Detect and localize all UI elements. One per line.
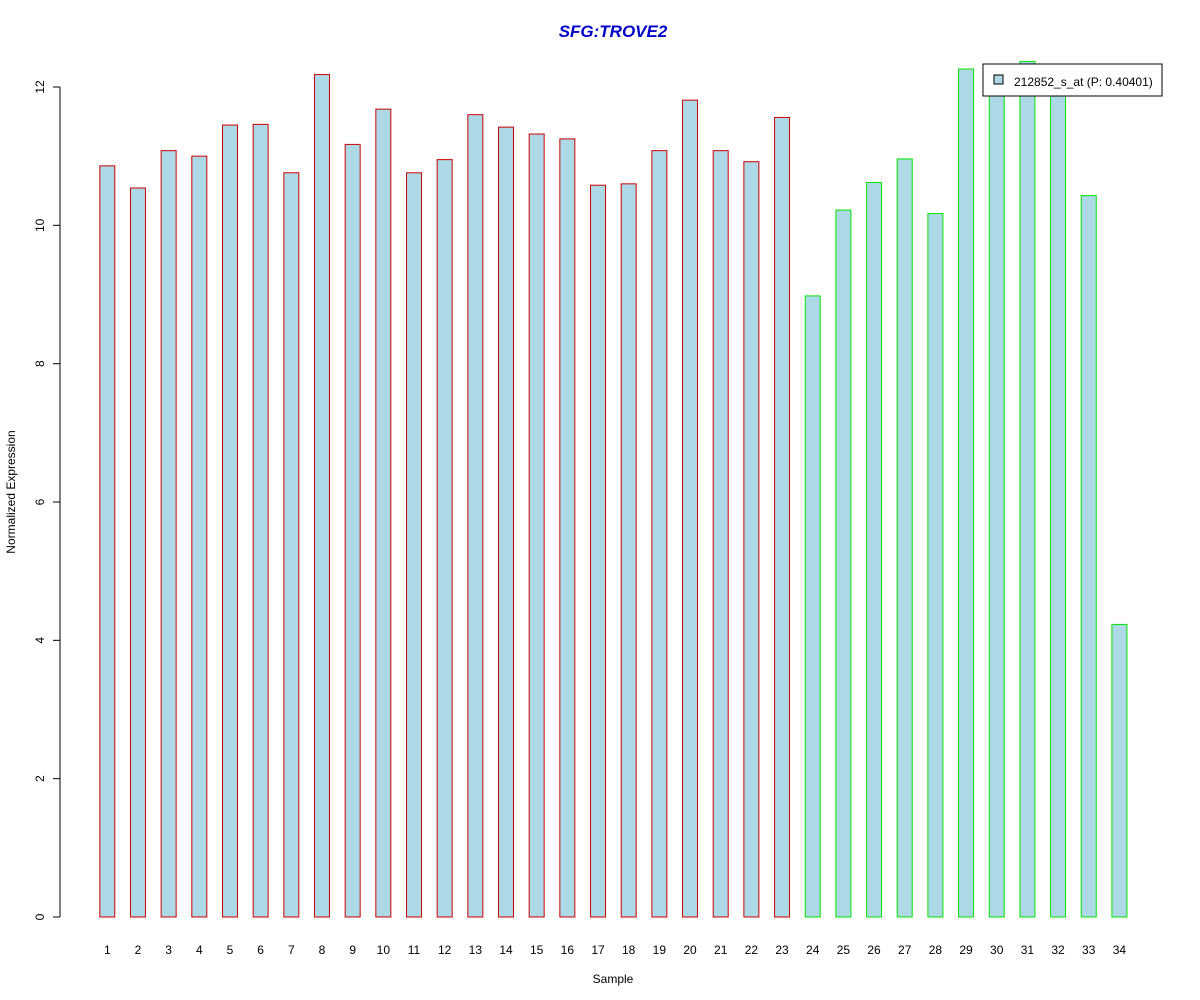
legend-label: 212852_s_at (P: 0.40401) — [1014, 75, 1153, 89]
x-tick-label: 14 — [499, 943, 513, 957]
x-tick-label: 23 — [775, 943, 789, 957]
bar-sample-23 — [774, 116, 791, 918]
x-tick-label: 15 — [530, 943, 544, 957]
bar-sample-9 — [344, 143, 361, 918]
y-tick-label: 12 — [33, 80, 47, 94]
y-tick-label: 10 — [33, 218, 47, 232]
x-tick-label: 25 — [837, 943, 851, 957]
x-tick-label: 21 — [714, 943, 728, 957]
bar-sample-14 — [498, 126, 515, 918]
bar-sample-25 — [835, 209, 852, 918]
bar-sample-7 — [283, 172, 300, 918]
bar-sample-29 — [958, 68, 975, 918]
x-tick-label: 24 — [806, 943, 820, 957]
bar-sample-16 — [559, 138, 576, 918]
bar-sample-19 — [651, 150, 668, 918]
bar-sample-3 — [160, 150, 177, 918]
bar-sample-2 — [129, 187, 146, 918]
x-tick-label: 17 — [591, 943, 605, 957]
x-tick-label: 12 — [438, 943, 452, 957]
legend: 212852_s_at (P: 0.40401) — [982, 63, 1163, 97]
y-tick-label: 4 — [33, 637, 47, 644]
x-tick-label: 31 — [1021, 943, 1035, 957]
bar-sample-1 — [99, 165, 116, 918]
bar-sample-12 — [436, 159, 453, 918]
x-tick-label: 34 — [1113, 943, 1127, 957]
bar-sample-10 — [375, 108, 392, 918]
y-tick-label: 6 — [33, 498, 47, 505]
bar-sample-34 — [1111, 623, 1128, 918]
bar-sample-11 — [406, 172, 422, 918]
x-tick-label: 16 — [561, 943, 575, 957]
bar-sample-22 — [743, 161, 760, 918]
x-tick-label: 2 — [135, 943, 142, 957]
x-tick-label: 30 — [990, 943, 1004, 957]
x-tick-labels: 1 2 3 4 5 6 7 8 9 10 11 12 13 14 15 16 17 18 19 20 21 22 23 24 2… — [104, 943, 1126, 957]
y-axis: 0 2 4 6 8 10 12 — [33, 80, 61, 920]
x-tick-label: 19 — [653, 943, 667, 957]
x-tick-label: 1 — [104, 943, 111, 957]
x-axis-label: Sample — [593, 972, 634, 986]
bar-sample-15 — [528, 133, 545, 918]
bar-sample-13 — [467, 114, 484, 918]
bar-sample-28 — [927, 213, 944, 918]
bar-sample-5 — [221, 124, 238, 918]
x-tick-label: 5 — [227, 943, 234, 957]
x-tick-label: 6 — [257, 943, 264, 957]
x-tick-label: 29 — [959, 943, 973, 957]
bar-sample-32 — [1050, 86, 1067, 918]
legend-swatch — [993, 74, 1004, 85]
bar-sample-31 — [1019, 60, 1036, 918]
y-axis-label: Normalized Expression — [4, 430, 18, 553]
y-tick-label: 2 — [33, 775, 47, 782]
x-tick-label: 11 — [408, 943, 421, 957]
x-tick-label: 4 — [196, 943, 203, 957]
x-tick-label: 13 — [469, 943, 483, 957]
x-tick-label: 10 — [377, 943, 391, 957]
bar-sample-18 — [620, 183, 637, 918]
bar-sample-17 — [590, 184, 607, 918]
x-tick-label: 9 — [349, 943, 356, 957]
bar-sample-33 — [1080, 195, 1097, 918]
x-tick-label: 20 — [683, 943, 697, 957]
x-tick-label: 8 — [319, 943, 326, 957]
x-tick-label: 22 — [745, 943, 759, 957]
chart-title: SFG:TROVE2 — [559, 22, 668, 41]
x-tick-label: 27 — [898, 943, 912, 957]
x-tick-label: 3 — [165, 943, 172, 957]
bar-sample-8 — [313, 74, 330, 918]
bar-sample-26 — [866, 181, 883, 918]
x-tick-label: 26 — [867, 943, 881, 957]
bar-sample-6 — [252, 123, 269, 918]
bar-sample-4 — [191, 155, 208, 918]
x-tick-label: 32 — [1051, 943, 1065, 957]
y-tick-label: 0 — [33, 913, 47, 920]
x-tick-label: 33 — [1082, 943, 1096, 957]
legend-box — [982, 63, 1163, 97]
bar-sample-27 — [896, 158, 913, 918]
x-tick-label: 28 — [929, 943, 943, 957]
x-tick-label: 18 — [622, 943, 636, 957]
x-tick-label: 7 — [288, 943, 295, 957]
bar-sample-24 — [804, 295, 821, 918]
bar-sample-21 — [712, 150, 729, 918]
bar-sample-20 — [682, 99, 699, 918]
bars — [99, 60, 1128, 918]
y-tick-label: 8 — [33, 360, 47, 367]
bar-sample-30 — [988, 63, 1005, 918]
